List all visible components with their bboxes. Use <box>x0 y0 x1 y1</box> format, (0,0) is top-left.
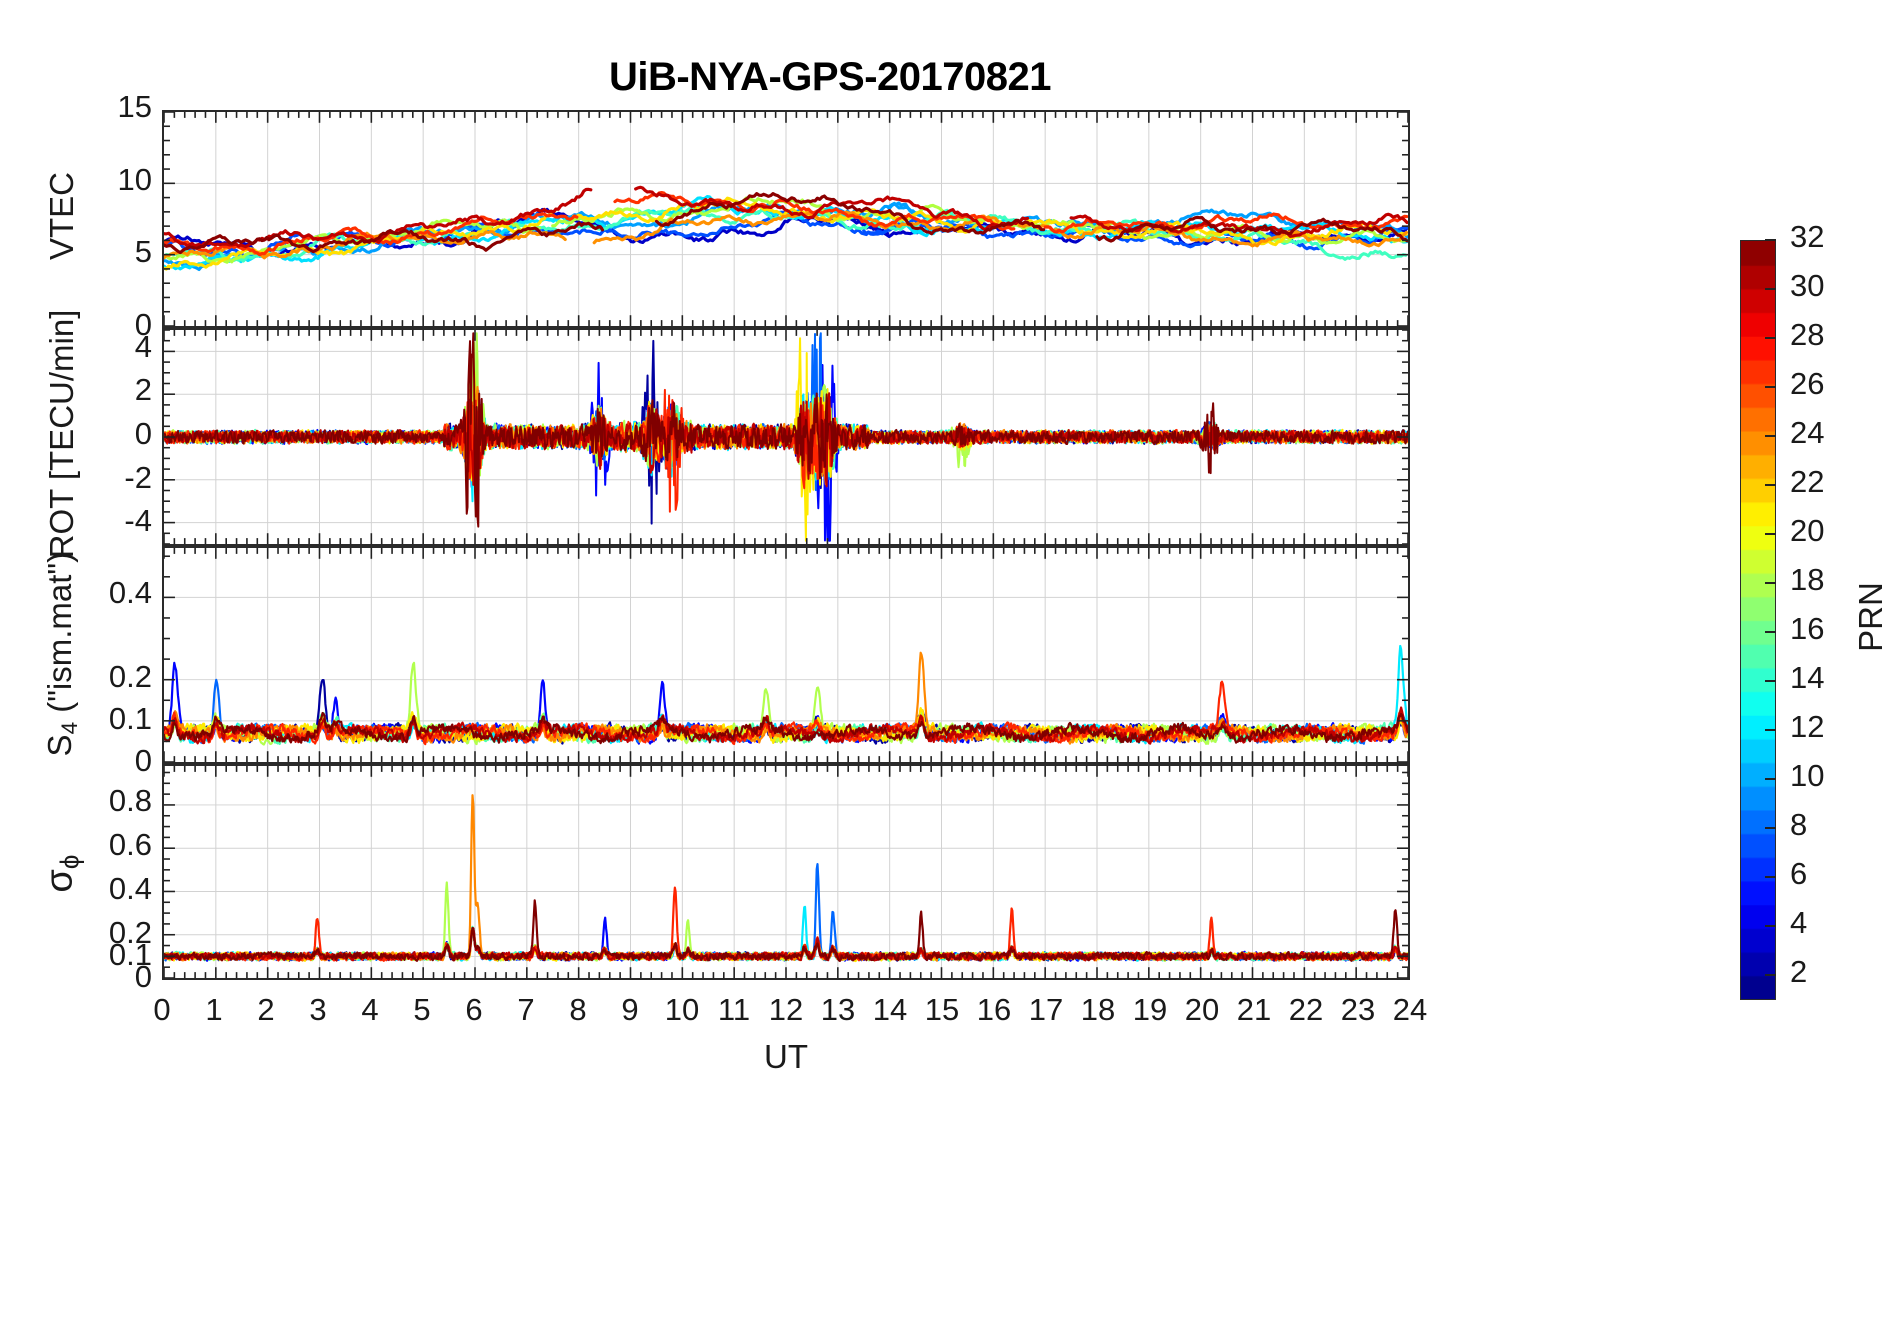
ytick-sigphi-2: 0.2 <box>108 914 152 950</box>
xtick-16: 16 <box>976 992 1012 1027</box>
colorbar-tickmark-1 <box>1765 925 1776 928</box>
ytick-rot-0: -4 <box>124 503 152 539</box>
colorbar-tick-1: 4 <box>1790 905 1808 941</box>
colorbar-tick-13: 28 <box>1790 317 1825 353</box>
ytick-s4-3: 0.4 <box>108 575 152 611</box>
colorbar-label: PRN <box>1852 582 1889 652</box>
xtick-5: 5 <box>413 992 431 1027</box>
colorbar-tickmark-13 <box>1765 337 1776 340</box>
colorbar-tick-12: 26 <box>1790 366 1825 402</box>
ytick-vtec-2: 10 <box>117 161 152 197</box>
colorbar-tickmark-11 <box>1765 435 1776 438</box>
xtick-19: 19 <box>1132 992 1168 1027</box>
xtick-10: 10 <box>664 992 700 1027</box>
y-axis-label-sigphi: σϕ <box>38 854 85 893</box>
ytick-sigphi-3: 0.4 <box>108 870 152 906</box>
ytick-rot-1: -2 <box>124 459 152 495</box>
colorbar-tick-10: 22 <box>1790 464 1825 500</box>
colorbar-tick-15: 32 <box>1790 219 1825 254</box>
colorbar-tickmark-9 <box>1765 533 1776 536</box>
ytick-rot-2: 0 <box>134 416 152 451</box>
colorbar-tickmark-5 <box>1765 729 1776 732</box>
colorbar-tick-0: 2 <box>1790 954 1808 990</box>
plot-panel-rot <box>162 328 1410 546</box>
colorbar-tick-11: 24 <box>1790 415 1825 451</box>
ytick-s4-0: 0 <box>134 743 152 778</box>
colorbar-tick-8: 18 <box>1790 562 1825 598</box>
colorbar-tickmark-7 <box>1765 631 1776 634</box>
xtick-9: 9 <box>621 992 639 1027</box>
ytick-vtec-0: 0 <box>134 307 152 342</box>
xtick-4: 4 <box>361 992 379 1027</box>
colorbar-tickmark-15 <box>1765 239 1776 241</box>
colorbar-tickmark-2 <box>1765 876 1776 879</box>
colorbar-tickmark-8 <box>1765 582 1776 585</box>
xtick-22: 22 <box>1288 992 1324 1027</box>
prn-colorbar[interactable] <box>1740 240 1776 1000</box>
xtick-15: 15 <box>924 992 960 1027</box>
ytick-rot-4: 4 <box>134 328 152 364</box>
x-axis-label: UT <box>764 1038 808 1075</box>
xtick-13: 13 <box>820 992 856 1027</box>
xtick-3: 3 <box>309 992 327 1027</box>
plot-panel-vtec <box>162 110 1410 328</box>
xtick-23: 23 <box>1340 992 1376 1027</box>
colorbar-tickmark-0 <box>1765 974 1776 977</box>
xtick-1: 1 <box>205 992 223 1027</box>
colorbar-tick-9: 20 <box>1790 513 1825 549</box>
colorbar-tick-2: 6 <box>1790 856 1808 892</box>
xtick-6: 6 <box>465 992 483 1027</box>
ytick-rot-3: 2 <box>134 372 152 408</box>
plot-panel-s4 <box>162 546 1410 764</box>
ytick-sigphi-1: 0.1 <box>108 936 152 972</box>
xtick-11: 11 <box>717 992 751 1027</box>
colorbar-tick-14: 30 <box>1790 268 1825 304</box>
xtick-18: 18 <box>1080 992 1116 1027</box>
xtick-2: 2 <box>257 992 275 1027</box>
ytick-s4-2: 0.2 <box>108 659 152 695</box>
colorbar-tick-7: 16 <box>1790 611 1825 647</box>
colorbar-tickmark-12 <box>1765 386 1776 389</box>
xtick-8: 8 <box>569 992 587 1027</box>
figure-title: UiB-NYA-GPS-20170821 <box>608 55 1052 99</box>
colorbar-tickmark-6 <box>1765 680 1776 683</box>
plot-panel-sigphi <box>162 764 1410 980</box>
xtick-21: 21 <box>1236 992 1272 1027</box>
colorbar-tick-6: 14 <box>1790 660 1825 696</box>
ytick-sigphi-4: 0.6 <box>108 826 152 862</box>
ytick-vtec-1: 5 <box>134 234 152 270</box>
xtick-24: 24 <box>1392 992 1428 1027</box>
xtick-17: 17 <box>1028 992 1064 1027</box>
colorbar-tickmark-3 <box>1765 827 1776 830</box>
xtick-12: 12 <box>768 992 804 1027</box>
colorbar-tick-5: 12 <box>1790 709 1825 745</box>
colorbar-tickmark-10 <box>1765 484 1776 487</box>
colorbar-tick-3: 8 <box>1790 807 1808 843</box>
xtick-0: 0 <box>153 992 171 1027</box>
colorbar-tickmark-14 <box>1765 288 1776 291</box>
ytick-sigphi-5: 0.8 <box>108 782 152 818</box>
ytick-sigphi-0: 0 <box>134 959 152 994</box>
xtick-20: 20 <box>1184 992 1220 1027</box>
ytick-vtec-3: 15 <box>117 89 152 124</box>
xtick-7: 7 <box>517 992 535 1027</box>
ytick-s4-1: 0.1 <box>108 701 152 737</box>
colorbar-tickmark-4 <box>1765 778 1776 781</box>
xtick-14: 14 <box>872 992 908 1027</box>
colorbar-tick-4: 10 <box>1790 758 1825 794</box>
